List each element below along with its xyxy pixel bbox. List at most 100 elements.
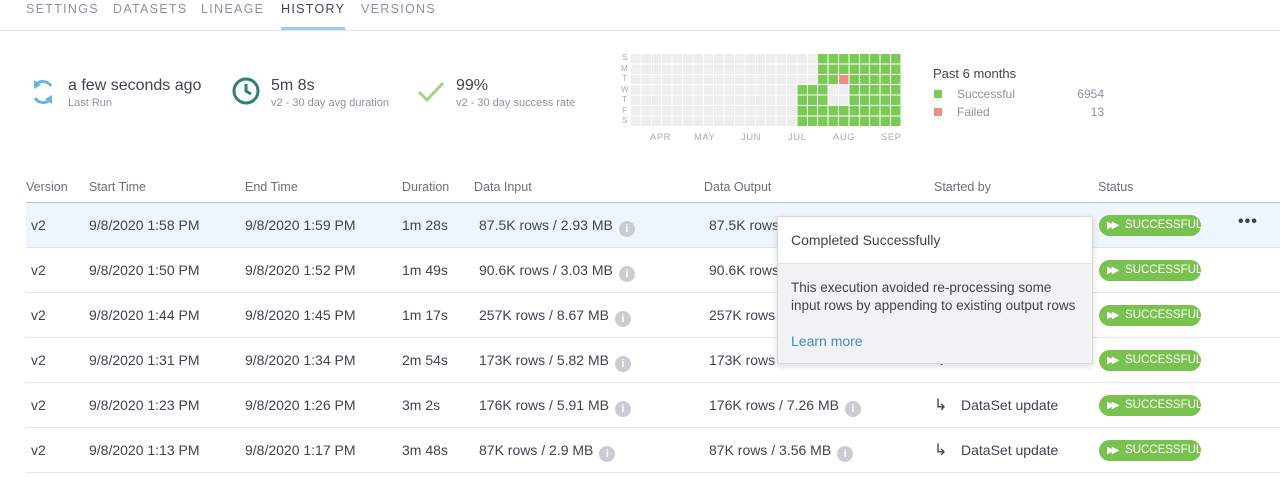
heatmap-cell[interactable] bbox=[797, 64, 807, 74]
heatmap-cell[interactable] bbox=[641, 85, 651, 95]
heatmap-cell[interactable] bbox=[755, 106, 766, 116]
heatmap-cell[interactable] bbox=[662, 95, 672, 105]
heatmap-cell[interactable] bbox=[849, 116, 859, 126]
heatmap-cell[interactable] bbox=[724, 74, 734, 85]
heatmap-cell[interactable] bbox=[735, 106, 745, 116]
heatmap-cell[interactable] bbox=[839, 106, 849, 116]
tab-versions[interactable]: VERSIONS bbox=[361, 2, 436, 16]
heatmap-cell[interactable] bbox=[807, 116, 818, 126]
heatmap-cell[interactable] bbox=[807, 95, 818, 105]
heatmap-cell[interactable] bbox=[839, 95, 849, 105]
heatmap-cell[interactable] bbox=[818, 106, 828, 116]
heatmap-cell[interactable] bbox=[672, 54, 682, 64]
heatmap-cell[interactable] bbox=[828, 85, 838, 95]
col-header-version[interactable]: Version bbox=[26, 180, 68, 194]
heatmap-cell[interactable] bbox=[631, 106, 641, 116]
heatmap-cell[interactable] bbox=[891, 74, 901, 85]
heatmap-cell[interactable] bbox=[776, 95, 786, 105]
heatmap-cell[interactable] bbox=[891, 85, 901, 95]
heatmap-cell[interactable] bbox=[745, 64, 755, 74]
heatmap-cell[interactable] bbox=[672, 95, 682, 105]
heatmap-cell[interactable] bbox=[766, 74, 776, 85]
heatmap-cell[interactable] bbox=[776, 85, 786, 95]
heatmap-cell[interactable] bbox=[870, 85, 880, 95]
heatmap-cell[interactable] bbox=[672, 106, 682, 116]
heatmap-cell[interactable] bbox=[714, 95, 724, 105]
heatmap-cell[interactable] bbox=[662, 116, 672, 126]
heatmap-cell[interactable] bbox=[745, 95, 755, 105]
heatmap-cell[interactable] bbox=[735, 54, 745, 64]
info-icon[interactable]: i bbox=[844, 401, 861, 417]
heatmap-cell[interactable] bbox=[849, 74, 859, 85]
heatmap-cell[interactable] bbox=[828, 54, 838, 64]
heatmap-cell[interactable] bbox=[714, 116, 724, 126]
heatmap-cell[interactable] bbox=[755, 64, 766, 74]
heatmap-cell[interactable] bbox=[776, 64, 786, 74]
heatmap-cell[interactable] bbox=[745, 106, 755, 116]
heatmap-cell[interactable] bbox=[880, 54, 890, 64]
heatmap-cell[interactable] bbox=[662, 54, 672, 64]
heatmap-cell[interactable] bbox=[870, 54, 880, 64]
heatmap-cell[interactable] bbox=[631, 116, 641, 126]
heatmap-cell[interactable] bbox=[839, 116, 849, 126]
heatmap-cell[interactable] bbox=[797, 54, 807, 64]
heatmap-cell[interactable] bbox=[745, 54, 755, 64]
heatmap-cell[interactable] bbox=[651, 95, 662, 105]
heatmap-cell[interactable] bbox=[859, 64, 870, 74]
heatmap-cell[interactable] bbox=[839, 54, 849, 64]
heatmap-cell[interactable] bbox=[849, 54, 859, 64]
heatmap-cell[interactable] bbox=[818, 95, 828, 105]
heatmap-cell[interactable] bbox=[683, 85, 693, 95]
heatmap-cell[interactable] bbox=[735, 116, 745, 126]
heatmap-cell[interactable] bbox=[745, 85, 755, 95]
status-badge[interactable]: ▶▶ SUCCESSFUL bbox=[1099, 305, 1202, 326]
heatmap-cell[interactable] bbox=[755, 54, 766, 64]
heatmap-cell[interactable] bbox=[766, 64, 776, 74]
heatmap-cell[interactable] bbox=[891, 54, 901, 64]
heatmap-cell[interactable] bbox=[641, 95, 651, 105]
heatmap-cell[interactable] bbox=[859, 95, 870, 105]
heatmap-cell[interactable] bbox=[693, 54, 703, 64]
heatmap-cell[interactable] bbox=[651, 116, 662, 126]
heatmap-cell[interactable] bbox=[745, 116, 755, 126]
heatmap-cell[interactable] bbox=[651, 85, 662, 95]
heatmap-cell[interactable] bbox=[641, 64, 651, 74]
heatmap-cell[interactable] bbox=[797, 74, 807, 85]
heatmap-cell[interactable] bbox=[703, 54, 714, 64]
heatmap-cell[interactable] bbox=[870, 95, 880, 105]
heatmap-cell[interactable] bbox=[880, 64, 890, 74]
heatmap-cell[interactable] bbox=[859, 74, 870, 85]
heatmap-cell[interactable] bbox=[870, 116, 880, 126]
heatmap-cell[interactable] bbox=[891, 64, 901, 74]
heatmap-cell[interactable] bbox=[703, 106, 714, 116]
heatmap-cell[interactable] bbox=[818, 74, 828, 85]
heatmap-cell[interactable] bbox=[766, 116, 776, 126]
heatmap-cell[interactable] bbox=[724, 106, 734, 116]
heatmap-cell[interactable] bbox=[797, 116, 807, 126]
heatmap-cell[interactable] bbox=[662, 74, 672, 85]
heatmap-cell[interactable] bbox=[755, 85, 766, 95]
heatmap-cell[interactable] bbox=[828, 116, 838, 126]
heatmap-cell[interactable] bbox=[631, 95, 641, 105]
heatmap-cell[interactable] bbox=[766, 54, 776, 64]
heatmap-cell[interactable] bbox=[745, 74, 755, 85]
info-icon[interactable]: i bbox=[618, 266, 635, 282]
heatmap-cell[interactable] bbox=[828, 64, 838, 74]
heatmap-cell[interactable] bbox=[807, 85, 818, 95]
heatmap-cell[interactable] bbox=[828, 106, 838, 116]
status-badge[interactable]: ▶▶ SUCCESSFUL bbox=[1099, 215, 1202, 236]
heatmap-cell[interactable] bbox=[797, 95, 807, 105]
status-badge[interactable]: ▶▶ SUCCESSFUL bbox=[1099, 260, 1202, 281]
heatmap-cell[interactable] bbox=[755, 74, 766, 85]
heatmap-cell[interactable] bbox=[693, 95, 703, 105]
heatmap-cell[interactable] bbox=[641, 106, 651, 116]
heatmap-cell[interactable] bbox=[849, 95, 859, 105]
heatmap-cell[interactable] bbox=[662, 64, 672, 74]
learn-more-link[interactable]: Learn more bbox=[791, 333, 863, 349]
heatmap-cell[interactable] bbox=[766, 85, 776, 95]
heatmap-cell[interactable] bbox=[693, 85, 703, 95]
heatmap-cell[interactable] bbox=[672, 85, 682, 95]
heatmap-cell[interactable] bbox=[870, 74, 880, 85]
col-header-duration[interactable]: Duration bbox=[402, 180, 450, 194]
heatmap-cell[interactable] bbox=[631, 64, 641, 74]
